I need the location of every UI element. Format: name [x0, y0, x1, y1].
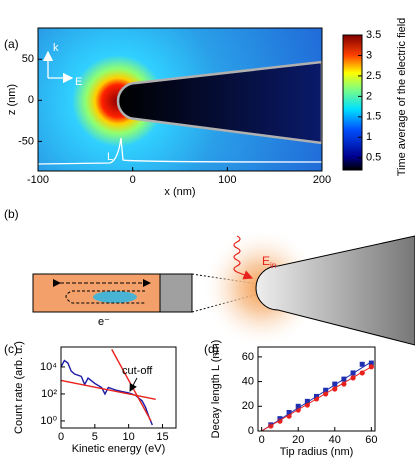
marker — [368, 360, 374, 366]
y-axis-label: Decay length L (nm) — [210, 340, 222, 439]
x-tick-label: 20 — [292, 434, 304, 446]
x-tick-label: 0 — [259, 434, 265, 446]
series-line — [261, 366, 372, 432]
marker — [286, 409, 292, 415]
y-tick-label: 40 — [242, 375, 254, 387]
y-axis-label: z (nm) — [6, 84, 18, 115]
field-map — [38, 28, 322, 171]
plot-frame — [37, 27, 323, 172]
diagram — [32, 228, 415, 348]
x-tick-label: 10 — [123, 431, 135, 443]
y-tick-label: -50 — [18, 135, 34, 147]
marker — [295, 403, 301, 409]
x-tick-label: 5 — [92, 431, 98, 443]
y-tick-label: 0 — [28, 94, 34, 106]
x-axis-label: Tip radius (nm) — [280, 446, 354, 458]
field-label: E — [262, 254, 270, 268]
y-axis-label: Count rate (arb. u.) — [13, 341, 25, 434]
colorbar-tick-label: 1 — [366, 131, 372, 143]
x-tick-label: 100 — [218, 174, 236, 186]
annotation-arrow — [129, 377, 138, 392]
y-tick-label: 10⁰ — [40, 415, 57, 427]
marker — [359, 361, 365, 367]
e-label: E — [75, 76, 82, 88]
panel-label: (a) — [4, 37, 19, 51]
field-subscript: in — [270, 261, 276, 270]
x-tick-label: 40 — [329, 434, 341, 446]
colorbar-tick-label: 2 — [366, 90, 372, 102]
y-tick-label: 50 — [22, 53, 34, 65]
electron-label: e⁻ — [98, 316, 110, 328]
series-line — [261, 361, 372, 432]
series-line — [111, 349, 152, 422]
y-tick-label: 10⁴ — [40, 361, 57, 373]
x-tick-label: 60 — [365, 434, 377, 446]
x-tick-label: 0 — [58, 431, 64, 443]
series-line — [60, 359, 153, 426]
colorbar-tick-label: 2.5 — [366, 70, 381, 82]
y-tick-label: 0 — [248, 425, 254, 437]
marker — [332, 381, 338, 387]
x-axis-label: x (nm) — [164, 186, 195, 198]
colorbar-tick-label: 1.5 — [366, 111, 381, 123]
colorbar-tick-label: 3.5 — [366, 29, 381, 41]
x-axis-label: Kinetic energy (eV) — [72, 443, 166, 455]
plot-frame — [257, 346, 376, 432]
series-line — [60, 379, 156, 400]
colorbar — [342, 34, 363, 171]
y-tick-label: 60 — [242, 351, 254, 363]
panel-label: (b) — [4, 207, 19, 221]
k-label: k — [53, 42, 59, 54]
y-tick-label: 10² — [41, 388, 57, 400]
plot-frame — [60, 346, 177, 429]
panel-label: (d) — [204, 342, 219, 356]
marker — [304, 398, 310, 404]
marker — [341, 381, 347, 387]
colorbar-tick-label: 3 — [366, 49, 372, 61]
x-tick-label: 0 — [130, 174, 136, 186]
colorbar-label: Time average of the electric field — [396, 18, 408, 177]
panel-label: (c) — [4, 342, 18, 356]
x-tick-label: -100 — [27, 174, 49, 186]
annotation: cut-off — [122, 365, 153, 377]
l-label: L — [107, 151, 113, 163]
x-tick-label: 200 — [313, 174, 331, 186]
y-tick-label: 20 — [242, 400, 254, 412]
colorbar-tick-label: 0.5 — [366, 152, 381, 164]
x-tick-label: 15 — [156, 431, 168, 443]
